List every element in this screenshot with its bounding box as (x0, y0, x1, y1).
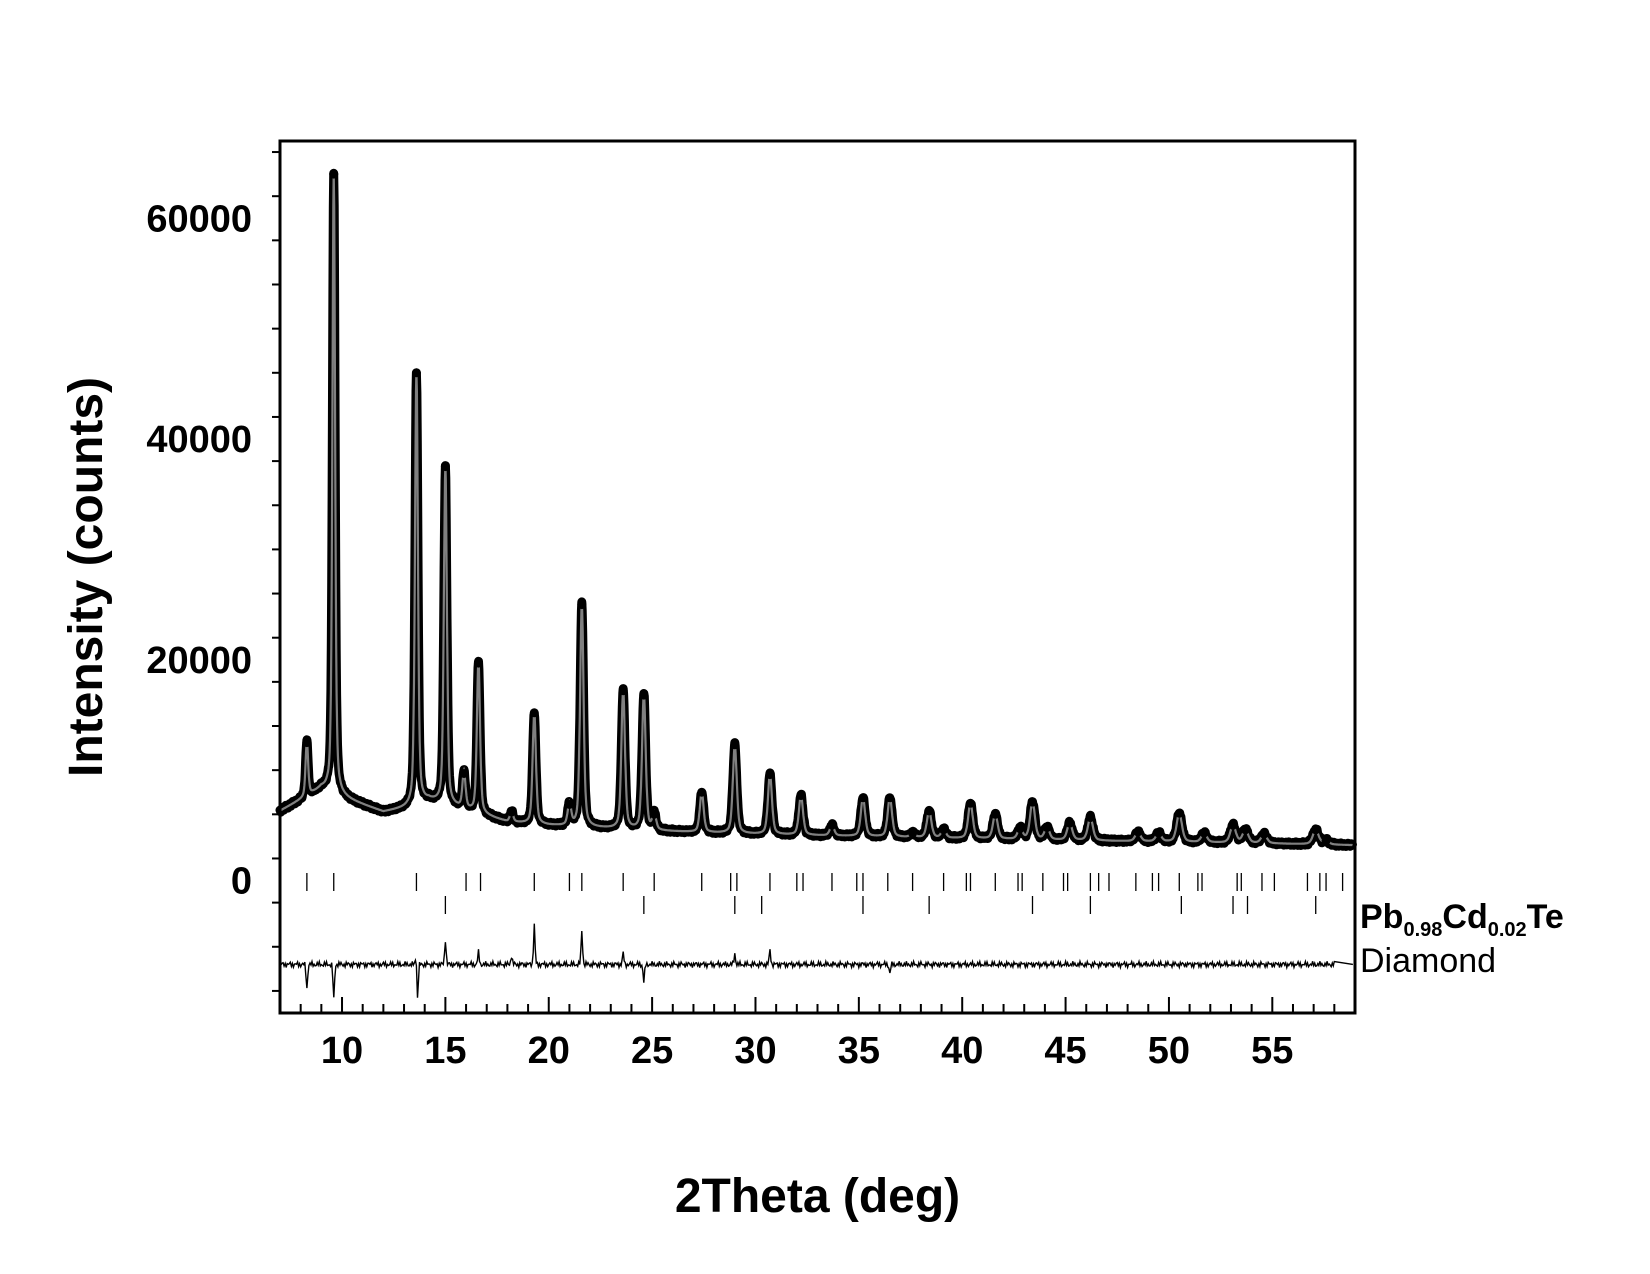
y-axis-label: Intensity (counts) (60, 377, 113, 777)
x-tick-label: 40 (941, 1030, 983, 1072)
y-tick-label: 40000 (146, 419, 252, 461)
observed-peak-point (639, 690, 649, 700)
observed-peak-point (302, 738, 312, 748)
x-tick-label: 25 (631, 1030, 673, 1072)
observed-peak-point (730, 740, 740, 750)
observed-peak-point (1154, 828, 1164, 838)
x-tick-label: 50 (1148, 1030, 1190, 1072)
observed-peak-point (564, 799, 574, 809)
x-tick-label: 55 (1251, 1030, 1293, 1072)
y-tick-label: 0 (231, 861, 252, 903)
phase1-sub1: 0.98 (1403, 919, 1442, 941)
observed-peak-point (1085, 813, 1095, 823)
observed-peak-point (1133, 827, 1143, 837)
x-tick-label: 10 (321, 1030, 363, 1072)
observed-peak-point (1042, 823, 1052, 833)
data-layer (275, 168, 1357, 998)
observed-peak-point (697, 787, 707, 797)
observed-peak-point (827, 820, 837, 830)
calculated-pattern (279, 173, 1353, 847)
observed-peak-point (649, 809, 659, 819)
phase1-end: Te (1527, 898, 1564, 936)
phase-label-diamond: Diamond (1360, 942, 1496, 980)
phase1-base: Pb (1360, 898, 1403, 936)
y-tick-label: 60000 (146, 198, 252, 240)
observed-peak-point (1259, 829, 1269, 839)
observed-peak-point (924, 806, 934, 816)
phase1-mid: Cd (1442, 898, 1487, 936)
observed-peak-point (473, 658, 483, 668)
phase1-sub2: 0.02 (1488, 919, 1527, 941)
observed-peak-point (1015, 824, 1025, 834)
observed-peak-point (1240, 825, 1250, 835)
observed-peak-point (765, 770, 775, 780)
observed-peak-point (885, 793, 895, 803)
observed-peak-point (1065, 818, 1075, 828)
observed-pattern (275, 168, 1357, 851)
observed-peak-point (1321, 836, 1331, 846)
x-axis-label: 2Theta (deg) (675, 1170, 960, 1223)
observed-peak-point (329, 169, 339, 179)
axis-layer: 10 15 20 25 30 35 40 45 50 55 0 20000 40000 60000 (146, 151, 1356, 1072)
x-tick-label: 30 (734, 1030, 776, 1072)
observed-peak-point (1228, 820, 1238, 830)
observed-peak-point (796, 791, 806, 801)
observed-peak-point (858, 793, 868, 803)
observed-peak-point (459, 768, 469, 778)
observed-peak-point (908, 828, 918, 838)
observed-peak-point (1028, 797, 1037, 807)
phase-label-pbcdte: Pb0.98Cd0.02Te (1360, 898, 1564, 941)
observed-peak-point (1174, 808, 1184, 818)
observed-peak-point (618, 686, 628, 696)
observed-peak-point (411, 368, 421, 378)
observed-peak-point (1311, 825, 1321, 835)
observed-peak-point (440, 462, 450, 472)
observed-peak-point (507, 807, 517, 817)
x-tick-label: 35 (838, 1030, 880, 1072)
difference-curve (279, 923, 1354, 998)
observed-peak-point (939, 825, 949, 835)
observed-peak-point (990, 809, 1000, 819)
observed-peak-point (965, 798, 975, 808)
y-tick-label: 20000 (146, 640, 252, 682)
x-tick-label: 15 (424, 1030, 466, 1072)
observed-peak-point (577, 600, 587, 610)
observed-peak-point (1199, 828, 1209, 838)
x-tick-label: 45 (1044, 1030, 1086, 1072)
x-tick-label: 20 (528, 1030, 570, 1072)
observed-peak-point (529, 708, 539, 718)
